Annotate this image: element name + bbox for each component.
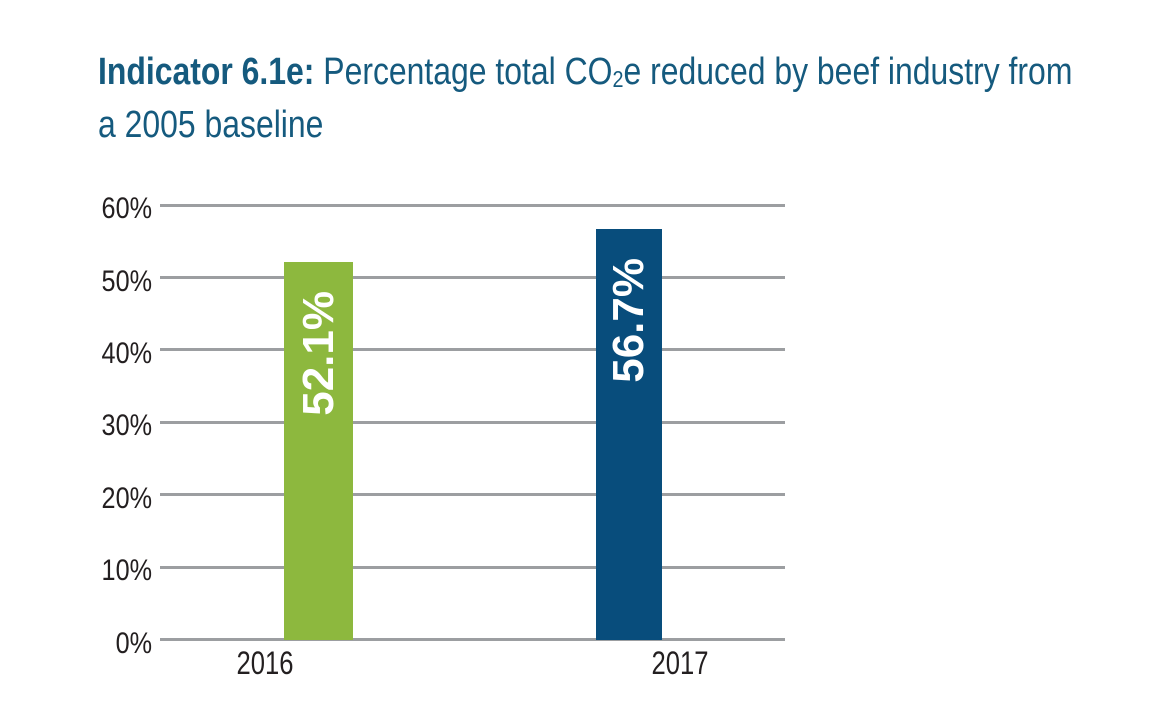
y-axis-tick-label-50%: 50% <box>101 264 152 298</box>
chart-title-line2: a 2005 baseline <box>98 104 324 146</box>
chart-title-line1: Indicator 6.1e: Percentage total CO2e re… <box>98 46 1160 99</box>
indicator-number-label: Indicator 6.1e: <box>98 51 315 93</box>
x-axis-label-2016: 2016 <box>236 645 294 681</box>
chart-title-text-tail: e reduced by beef industry from <box>623 51 1073 93</box>
gridline-40% <box>160 348 785 352</box>
co2-subscript: 2 <box>612 65 624 92</box>
bar-2016: 52.1% <box>284 262 353 641</box>
gridline-50% <box>160 276 785 279</box>
y-axis-tick-label-30%: 30% <box>101 409 152 443</box>
gridline-0% <box>160 638 785 641</box>
gridline-10% <box>160 565 785 569</box>
x-axis-label-2017: 2017 <box>651 645 709 681</box>
y-axis-tick-label-0%: 0% <box>115 626 152 660</box>
chart-title: Indicator 6.1e: Percentage total CO2e re… <box>98 46 1160 152</box>
chart-title-text: Percentage total CO <box>314 51 613 93</box>
gridline-60% <box>160 203 785 207</box>
y-axis-tick-label-20%: 20% <box>101 481 152 515</box>
bar-2017: 56.7% <box>596 228 662 641</box>
y-axis-tick-label-40%: 40% <box>101 336 152 370</box>
gridline-30% <box>160 420 785 424</box>
gridline-20% <box>160 493 785 497</box>
bar-value-label-2017: 56.7% <box>604 257 653 383</box>
y-axis-tick-label-10%: 10% <box>101 554 152 588</box>
y-axis-tick-label-60%: 60% <box>101 192 152 226</box>
bar-value-label-2016: 52.1% <box>293 291 343 417</box>
